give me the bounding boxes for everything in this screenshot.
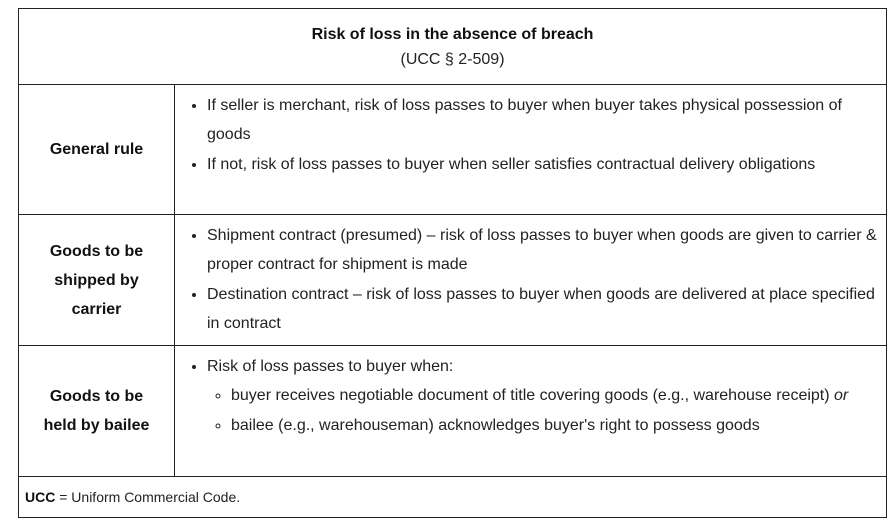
- row-label: Goods to be shipped by carrier: [49, 242, 144, 318]
- bullet-item: If not, risk of loss passes to buyer whe…: [207, 150, 878, 179]
- table-row-general-rule: General rule If seller is merchant, risk…: [19, 85, 886, 215]
- bullet-item: Destination contract – risk of loss pass…: [207, 280, 878, 339]
- row-label-cell: General rule: [19, 85, 175, 214]
- bullet-item: If seller is merchant, risk of loss pass…: [207, 91, 878, 150]
- risk-of-loss-table: Risk of loss in the absence of breach (U…: [18, 8, 887, 518]
- bullet-item: Shipment contract (presumed) – risk of l…: [207, 221, 878, 280]
- sub-bullet-item: bailee (e.g., warehouseman) acknowledges…: [231, 411, 878, 440]
- bullet-list: Risk of loss passes to buyer when: buyer…: [187, 352, 878, 440]
- table-title: Risk of loss in the absence of breach: [311, 26, 594, 43]
- table-footnote: UCC = Uniform Commercial Code.: [19, 477, 886, 517]
- sub-bullet-item: buyer receives negotiable document of ti…: [231, 381, 878, 410]
- bullet-list: Shipment contract (presumed) – risk of l…: [187, 221, 878, 339]
- table-row-shipped-by-carrier: Goods to be shipped by carrier Shipment …: [19, 215, 886, 346]
- row-label: General rule: [49, 141, 144, 158]
- table-header: Risk of loss in the absence of breach (U…: [19, 9, 886, 85]
- row-content-cell: If seller is merchant, risk of loss pass…: [175, 85, 886, 214]
- sub-bullet-text: buyer receives negotiable document of ti…: [231, 387, 830, 405]
- row-content-cell: Risk of loss passes to buyer when: buyer…: [175, 346, 886, 476]
- sub-bullet-list: buyer receives negotiable document of ti…: [207, 381, 878, 440]
- sub-bullet-text: bailee (e.g., warehouseman) acknowledges…: [231, 416, 760, 434]
- row-label-cell: Goods to be held by bailee: [19, 346, 175, 476]
- bullet-item: Risk of loss passes to buyer when: buyer…: [207, 352, 878, 440]
- table-subtitle: (UCC § 2-509): [400, 51, 505, 68]
- footnote-abbreviation: UCC: [25, 489, 56, 505]
- row-label-cell: Goods to be shipped by carrier: [19, 215, 175, 345]
- bullet-list: If seller is merchant, risk of loss pass…: [187, 91, 878, 179]
- row-label: Goods to be held by bailee: [43, 388, 150, 434]
- table-row-held-by-bailee: Goods to be held by bailee Risk of loss …: [19, 346, 886, 477]
- row-content-cell: Shipment contract (presumed) – risk of l…: [175, 215, 886, 345]
- footnote-definition: = Uniform Commercial Code.: [59, 489, 241, 505]
- sub-bullet-connector: or: [834, 387, 849, 405]
- bullet-intro: Risk of loss passes to buyer when:: [207, 358, 454, 375]
